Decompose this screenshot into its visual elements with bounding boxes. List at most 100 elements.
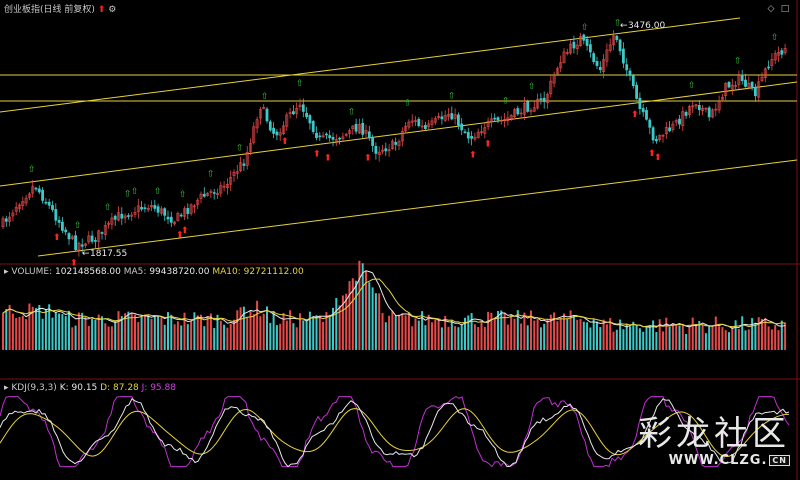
candle-body [509, 115, 513, 119]
candle-body [757, 81, 761, 98]
candle-body [163, 208, 167, 216]
candle-body [420, 125, 424, 128]
candle-body [456, 114, 460, 126]
candle-body [117, 212, 120, 221]
candle-body [97, 230, 101, 242]
candle-body [331, 136, 335, 140]
maximize-icon[interactable]: □ [780, 4, 790, 14]
candle-body [262, 107, 266, 109]
candle-body [506, 117, 510, 122]
candle-body [466, 132, 470, 139]
candle-body [744, 79, 747, 87]
panel-toggle-icon[interactable]: ▸ [4, 267, 9, 277]
high-arrow: ← [620, 21, 628, 31]
sell-signal-icon: ⬆ [53, 233, 61, 243]
candle-body [536, 98, 540, 109]
kdj-j-line [0, 396, 790, 468]
candle-body [354, 123, 358, 132]
red-up-arrow-icon[interactable]: ⬆ [97, 5, 106, 15]
candle-body [493, 117, 497, 120]
candle-body [658, 135, 662, 141]
sell-signal-icon: ⬆ [631, 110, 639, 120]
candle-body [54, 209, 58, 221]
buy-signal-icon: ⇧ [104, 203, 112, 213]
sell-signal-icon: ⬆ [176, 231, 184, 241]
candle-body [387, 149, 391, 152]
candle-body [720, 96, 724, 102]
restore-icon[interactable]: ◇ [767, 4, 775, 14]
candle-body [615, 35, 619, 40]
candle-body [341, 136, 345, 140]
volume-value: 102148568.00 [55, 267, 121, 277]
j-value: 95.88 [150, 383, 176, 393]
candle-body [529, 110, 533, 112]
candle-body [480, 131, 483, 134]
ma5-value: 99438720.00 [149, 267, 210, 277]
panel-toggle-icon[interactable]: ▸ [4, 383, 9, 393]
candle-body [394, 142, 398, 145]
candle-body [569, 43, 573, 54]
low-price-label: 1817.55 [90, 249, 127, 259]
candle-body [77, 242, 81, 251]
candle-body [193, 205, 196, 208]
candle-body [133, 212, 137, 215]
buy-signal-icon: ⇧ [28, 165, 36, 175]
buy-signal-icon: ⇧ [261, 92, 269, 102]
candle-body [760, 76, 764, 81]
candle-body [179, 214, 183, 217]
candle-body [173, 221, 177, 225]
candle-body [770, 59, 774, 66]
candle-body [298, 104, 302, 107]
candle-body [140, 207, 144, 210]
candle-body [136, 205, 140, 212]
buy-signal-icon: ⇧ [528, 82, 536, 92]
candle-body [18, 204, 21, 209]
candle-body [513, 109, 516, 117]
candle-body [503, 119, 507, 122]
candle-body [90, 235, 94, 242]
candle-body [701, 107, 705, 112]
candle-body [328, 135, 332, 139]
candle-body [674, 120, 678, 123]
candle-body [433, 118, 437, 123]
candle-body [539, 98, 543, 101]
kdj-chart[interactable] [0, 396, 790, 468]
candle-body [773, 53, 777, 61]
candle-body [664, 127, 668, 134]
volume-panel-header: ▸ VOLUME: 102148568.00 MA5: 99438720.00 … [4, 266, 304, 278]
candle-body [285, 114, 289, 127]
candle-body [400, 131, 404, 142]
candle-body [272, 127, 276, 134]
buy-signal-icon: ⇧ [404, 99, 412, 109]
candle-body [483, 127, 487, 134]
candle-body [427, 123, 431, 128]
buy-signal-icon: ⇧ [614, 19, 622, 29]
candle-body [41, 189, 45, 201]
buy-signal-icon: ⇧ [296, 79, 304, 89]
candle-body [628, 70, 632, 76]
gear-icon[interactable]: ⚙ [108, 5, 117, 15]
candle-body [189, 204, 193, 214]
candle-body [268, 121, 272, 131]
kdj-k-line [0, 397, 790, 468]
candle-body [60, 221, 64, 231]
candle-body [460, 123, 464, 131]
sell-signal-icon: ⬆ [313, 149, 321, 159]
volume-chart[interactable] [2, 260, 787, 350]
candle-body [687, 106, 691, 115]
candle-body [11, 212, 15, 217]
watermark: 彩龙社区 WWW.CLZG. CN [638, 415, 790, 468]
candle-body [156, 206, 160, 213]
candle-body [222, 185, 226, 188]
candle-body [423, 125, 427, 129]
candle-body [404, 125, 408, 132]
candle-body [532, 107, 536, 112]
candle-body [753, 86, 757, 97]
candle-body [229, 176, 233, 185]
candle-body [120, 213, 124, 219]
candle-body [575, 44, 579, 50]
price-chart[interactable]: ⇧⇧⇧⇧ ⇧ ⇧ ⇧⇧⇧⇧⇧⇧⇧⇧ ⇧⇧⇧ ⇧⇧⇧⇧⬆⬆⬆⬆⬆⬆ ⬆ ⬆ ⬆⬆⬆⬆⬆ [0, 17, 798, 269]
buy-signal-icon: ⇧ [771, 33, 779, 43]
candle-body [734, 85, 738, 87]
